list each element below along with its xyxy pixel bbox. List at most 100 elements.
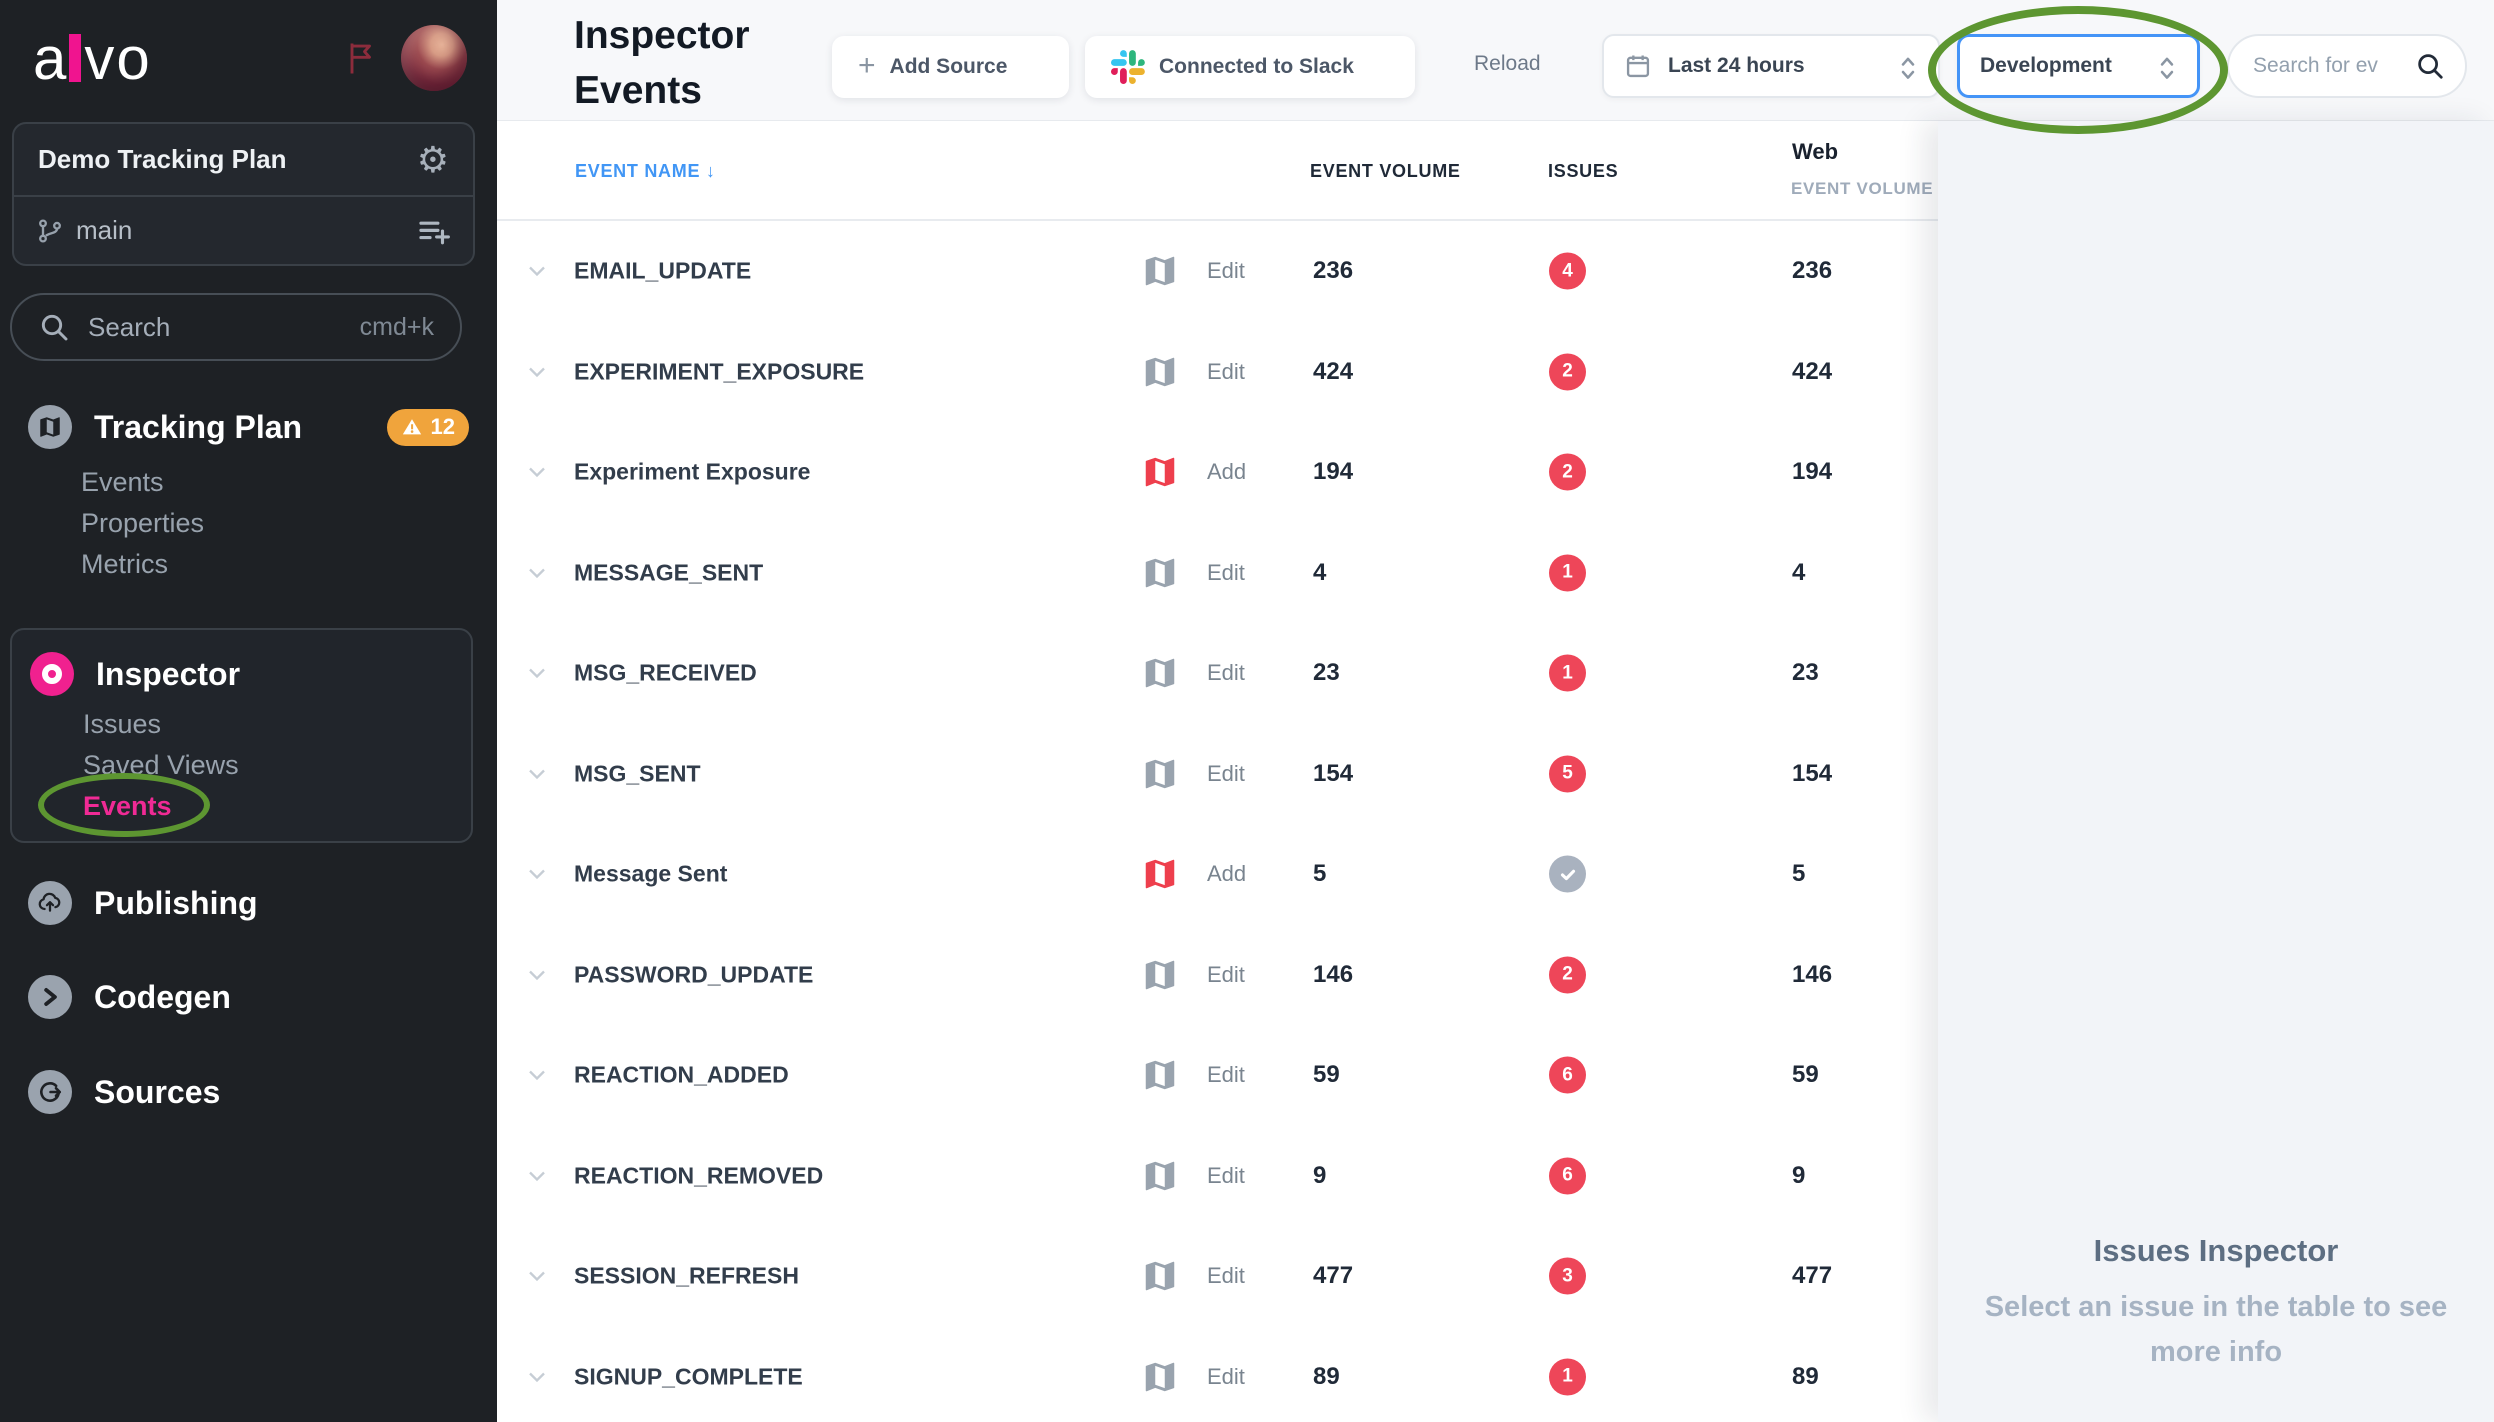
row-expand-chevron-icon[interactable] bbox=[523, 961, 551, 989]
event-search-input[interactable] bbox=[2253, 54, 2407, 78]
issues-badge[interactable]: 4 bbox=[1549, 252, 1586, 290]
issues-badge[interactable]: 1 bbox=[1549, 654, 1586, 692]
event-action-button[interactable]: Edit bbox=[1141, 353, 1245, 391]
row-expand-chevron-icon[interactable] bbox=[523, 760, 551, 788]
plus-icon: + bbox=[858, 48, 876, 82]
col-issues[interactable]: ISSUES bbox=[1548, 161, 1619, 181]
issues-badge[interactable]: 5 bbox=[1549, 755, 1586, 793]
issues-badge[interactable]: 6 bbox=[1549, 1056, 1586, 1094]
table-row[interactable]: SESSION_REFRESH Edit 477 3 477 bbox=[497, 1226, 1938, 1327]
warning-count: 12 bbox=[430, 414, 455, 439]
sidebar-item-issues[interactable]: Issues bbox=[83, 709, 162, 739]
row-expand-chevron-icon[interactable] bbox=[523, 1162, 551, 1190]
table-header: EVENT NAME ↓ EVENT VOLUME ISSUES Web EVE… bbox=[497, 121, 1938, 221]
event-name: REACTION_REMOVED bbox=[574, 1162, 824, 1189]
event-action-button[interactable]: Add bbox=[1141, 855, 1246, 893]
branch-row[interactable]: main bbox=[14, 197, 473, 264]
avo-logo[interactable]: a vo bbox=[33, 24, 152, 93]
workspace-name: Demo Tracking Plan bbox=[38, 144, 287, 174]
map-icon bbox=[1141, 654, 1179, 692]
issues-badge[interactable]: 2 bbox=[1549, 956, 1586, 994]
nav-sources[interactable]: Sources bbox=[28, 1069, 469, 1115]
reload-button[interactable]: Reload bbox=[1474, 52, 1541, 75]
event-volume: 154 bbox=[1313, 759, 1354, 787]
row-expand-chevron-icon[interactable] bbox=[523, 1363, 551, 1391]
event-name: EXPERIMENT_EXPOSURE bbox=[574, 358, 865, 385]
event-action-label: Edit bbox=[1207, 660, 1245, 686]
event-action-button[interactable]: Edit bbox=[1141, 755, 1245, 793]
web-event-volume: 236 bbox=[1792, 257, 1833, 285]
event-action-button[interactable]: Edit bbox=[1141, 554, 1245, 592]
web-event-volume: 5 bbox=[1792, 860, 1806, 888]
sidebar-item-inspector-events[interactable]: Events bbox=[83, 791, 172, 821]
issues-badge[interactable]: 2 bbox=[1549, 353, 1586, 391]
table-row[interactable]: Experiment Exposure Add 194 2 194 bbox=[497, 422, 1938, 523]
table-row[interactable]: Message Sent Add 5 5 bbox=[497, 824, 1938, 925]
table-row[interactable]: PASSWORD_UPDATE Edit 146 2 146 bbox=[497, 925, 1938, 1026]
issues-badge[interactable]: 6 bbox=[1549, 1157, 1586, 1195]
nav-codegen[interactable]: Codegen bbox=[28, 974, 469, 1020]
resolved-check-icon[interactable] bbox=[1549, 855, 1586, 893]
event-action-button[interactable]: Edit bbox=[1141, 252, 1245, 290]
issues-badge[interactable]: 1 bbox=[1549, 1358, 1586, 1396]
table-row[interactable]: MSG_RECEIVED Edit 23 1 23 bbox=[497, 623, 1938, 724]
web-event-volume: 59 bbox=[1792, 1061, 1819, 1089]
event-action-button[interactable]: Add bbox=[1141, 453, 1246, 491]
sidebar-item-saved-views[interactable]: Saved Views bbox=[83, 750, 239, 780]
slack-button[interactable]: Connected to Slack bbox=[1085, 36, 1415, 98]
table-row[interactable]: REACTION_REMOVED Edit 9 6 9 bbox=[497, 1126, 1938, 1227]
date-range-select[interactable]: Last 24 hours bbox=[1602, 34, 1940, 98]
table-row[interactable]: EXPERIMENT_EXPOSURE Edit 424 2 424 bbox=[497, 322, 1938, 423]
event-action-button[interactable]: Edit bbox=[1141, 1257, 1245, 1295]
row-expand-chevron-icon[interactable] bbox=[523, 1262, 551, 1290]
row-expand-chevron-icon[interactable] bbox=[523, 659, 551, 687]
row-expand-chevron-icon[interactable] bbox=[523, 458, 551, 486]
flag-icon[interactable] bbox=[347, 41, 377, 75]
table-row[interactable]: MSG_SENT Edit 154 5 154 bbox=[497, 724, 1938, 825]
sidebar-item-properties[interactable]: Properties bbox=[81, 508, 205, 538]
row-expand-chevron-icon[interactable] bbox=[523, 860, 551, 888]
sidebar-search[interactable]: Search cmd+k bbox=[10, 293, 462, 361]
table-row[interactable]: REACTION_ADDED Edit 59 6 59 bbox=[497, 1025, 1938, 1126]
row-expand-chevron-icon[interactable] bbox=[523, 1061, 551, 1089]
branch-name: main bbox=[76, 215, 133, 245]
nav-publishing[interactable]: Publishing bbox=[28, 880, 469, 926]
event-action-button[interactable]: Edit bbox=[1141, 956, 1245, 994]
sidebar-item-metrics[interactable]: Metrics bbox=[81, 549, 168, 579]
event-volume: 477 bbox=[1313, 1262, 1354, 1290]
event-action-button[interactable]: Edit bbox=[1141, 1157, 1245, 1195]
environment-select[interactable]: Development bbox=[1957, 34, 2200, 98]
issues-badge[interactable]: 1 bbox=[1549, 554, 1586, 592]
event-action-label: Add bbox=[1207, 459, 1247, 485]
event-volume: 4 bbox=[1313, 558, 1327, 586]
add-branch-icon[interactable] bbox=[417, 216, 451, 246]
sidebar-item-events[interactable]: Events bbox=[81, 467, 164, 497]
workspace-row[interactable]: Demo Tracking Plan ⚙ bbox=[14, 124, 473, 197]
add-source-button[interactable]: + Add Source bbox=[832, 36, 1069, 98]
event-action-button[interactable]: Edit bbox=[1141, 654, 1245, 692]
row-expand-chevron-icon[interactable] bbox=[523, 257, 551, 285]
row-expand-chevron-icon[interactable] bbox=[523, 358, 551, 386]
nav-tracking-plan[interactable]: Tracking Plan 12 bbox=[28, 404, 469, 450]
map-icon bbox=[1141, 1056, 1179, 1094]
event-action-label: Add bbox=[1207, 861, 1247, 887]
table-row[interactable]: MESSAGE_SENT Edit 4 1 4 bbox=[497, 523, 1938, 624]
event-action-button[interactable]: Edit bbox=[1141, 1056, 1245, 1094]
issues-badge[interactable]: 3 bbox=[1549, 1257, 1586, 1295]
col-event-name[interactable]: EVENT NAME ↓ bbox=[575, 161, 716, 181]
event-search[interactable] bbox=[2227, 34, 2467, 98]
row-expand-chevron-icon[interactable] bbox=[523, 559, 551, 587]
map-icon bbox=[1141, 453, 1179, 491]
event-action-button[interactable]: Edit bbox=[1141, 1358, 1245, 1396]
avatar[interactable] bbox=[401, 25, 467, 91]
col-event-volume[interactable]: EVENT VOLUME bbox=[1310, 161, 1461, 181]
event-action-label: Edit bbox=[1207, 258, 1245, 284]
table-row[interactable]: EMAIL_UPDATE Edit 236 4 236 bbox=[497, 221, 1938, 322]
issues-badge[interactable]: 2 bbox=[1549, 453, 1586, 491]
nav-inspector[interactable]: Inspector bbox=[30, 652, 240, 696]
warning-badge[interactable]: 12 bbox=[386, 408, 469, 446]
event-name: Message Sent bbox=[574, 860, 728, 887]
events-table: EVENT NAME ↓ EVENT VOLUME ISSUES Web EVE… bbox=[497, 121, 1938, 1422]
table-row[interactable]: SIGNUP_COMPLETE Edit 89 1 89 bbox=[497, 1327, 1938, 1422]
settings-gear-icon[interactable]: ⚙ bbox=[416, 138, 449, 180]
